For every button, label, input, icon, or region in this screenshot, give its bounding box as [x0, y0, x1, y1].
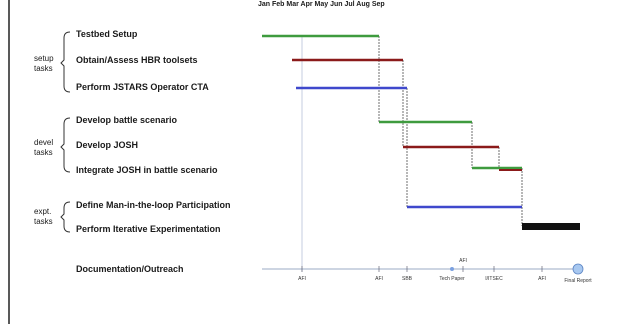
milestone-final-report-marker — [572, 263, 584, 275]
milestone-tech-paper-marker — [450, 267, 454, 271]
milestone-final-report: Final Report — [564, 278, 592, 284]
task-label-battle-scenario: Develop battle scenario — [76, 115, 178, 125]
group-bracket-devel — [60, 117, 71, 173]
documentation-tick-marks — [301, 266, 543, 272]
task-label-testbed-setup: Testbed Setup — [76, 29, 138, 39]
month-header: Jan Feb Mar Apr May Jun Jul Aug Sep — [258, 1, 385, 8]
task-label-iterative-expt: Perform Iterative Experimentation — [76, 224, 221, 234]
svg-text:tasks: tasks — [34, 148, 53, 157]
group-bracket-setup — [60, 31, 71, 93]
task-label-obtain-assess: Obtain/Assess HBR toolsets — [76, 55, 198, 65]
bar-iterative-expt — [522, 223, 580, 230]
task-label-integrate-josh: Integrate JOSH in battle scenario — [76, 165, 218, 175]
group-bracket-expt — [60, 201, 71, 233]
group-label-setup: setup tasks — [34, 54, 54, 73]
svg-text:tasks: tasks — [34, 217, 53, 226]
task-label-jstars-cta: Perform JSTARS Operator CTA — [76, 82, 209, 92]
task-bars — [262, 34, 580, 230]
svg-text:setup: setup — [34, 54, 54, 63]
task-label-define-mitl: Define Man-in-the-loop Participation — [76, 200, 231, 210]
svg-text:tasks: tasks — [34, 64, 53, 73]
task-label-develop-josh: Develop JOSH — [76, 140, 138, 150]
svg-text:expt.: expt. — [34, 207, 51, 216]
milestone-sbb: SBB — [402, 276, 413, 282]
milestone-iitsec: I/ITSEC — [485, 276, 503, 282]
milestone-afi-1: AFI — [298, 276, 306, 282]
milestone-afi-2: AFI — [375, 276, 383, 282]
group-label-expt: expt. tasks — [34, 207, 53, 226]
dependency-connectors — [378, 36, 523, 226]
milestone-afi-3: AFI — [459, 258, 467, 264]
documentation-label: Documentation/Outreach — [76, 264, 184, 274]
milestone-tech-paper: Tech Paper — [439, 276, 465, 282]
svg-text:devel: devel — [34, 138, 53, 147]
group-label-devel: devel tasks — [34, 138, 53, 157]
milestone-afi-4: AFI — [538, 276, 546, 282]
